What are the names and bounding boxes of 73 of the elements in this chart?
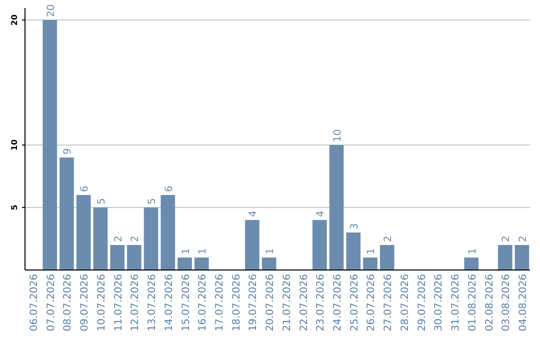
x-tick-label: 17.07.2026 xyxy=(214,274,226,332)
bar xyxy=(498,245,512,270)
data-label: 10 xyxy=(332,129,344,142)
data-label: 20 xyxy=(46,4,57,17)
x-tick-label: 29.07.2026 xyxy=(416,274,428,332)
x-tick-label: 27.07.2026 xyxy=(383,274,394,332)
x-tick-label: 31.07.2026 xyxy=(450,274,462,332)
bar xyxy=(262,258,276,270)
bar xyxy=(194,258,209,270)
x-tick-label: 02.08.2026 xyxy=(484,274,496,332)
x-tick-label: 07.07.2026 xyxy=(46,274,57,332)
bar xyxy=(312,220,327,270)
x-tick-label: 08.07.2026 xyxy=(62,274,74,332)
x-tick-label: 24.07.2026 xyxy=(332,274,344,332)
y-tick-label: 5 xyxy=(10,204,19,210)
bar xyxy=(245,220,260,270)
x-tick-label: 11.07.2026 xyxy=(113,274,124,332)
x-tick-label: 01.08.2026 xyxy=(467,274,478,332)
x-tick-label: 19.07.2026 xyxy=(248,274,260,332)
x-tick-label: 30.07.2026 xyxy=(434,274,445,332)
x-tick-label: 23.07.2026 xyxy=(316,274,327,332)
data-label: 1 xyxy=(467,248,478,254)
x-tick-label: 15.07.2026 xyxy=(180,274,192,332)
x-tick-label: 25.07.2026 xyxy=(349,274,360,332)
bar xyxy=(127,245,142,270)
y-tick-label: 20 xyxy=(10,14,19,26)
bar xyxy=(329,145,344,270)
x-tick-label: 22.07.2026 xyxy=(298,274,310,332)
data-label: 3 xyxy=(349,223,360,230)
bar xyxy=(60,158,74,270)
x-tick-label: 04.08.2026 xyxy=(518,274,529,332)
x-tick-label: 26.07.2026 xyxy=(366,274,378,332)
data-label: 4 xyxy=(248,210,260,217)
x-tick-label: 14.07.2026 xyxy=(164,274,175,332)
bar xyxy=(178,258,192,270)
x-tick-label: 20.07.2026 xyxy=(265,274,276,332)
bar xyxy=(363,258,378,270)
data-label: 2 xyxy=(113,236,124,242)
x-tick-label: 03.08.2026 xyxy=(501,274,512,332)
x-tick-label: 21.07.2026 xyxy=(282,274,293,332)
x-tick-label: 06.07.2026 xyxy=(29,274,40,332)
bar xyxy=(160,195,176,270)
x-tick-label: 18.07.2026 xyxy=(231,274,242,332)
bar xyxy=(464,258,479,270)
x-tick-label: 09.07.2026 xyxy=(80,274,91,332)
data-label: 2 xyxy=(383,236,394,242)
bar xyxy=(110,245,124,270)
data-label: 6 xyxy=(80,186,91,192)
data-label: 1 xyxy=(366,248,378,254)
data-label: 5 xyxy=(96,198,108,204)
bar xyxy=(76,195,91,270)
x-tick-label: 13.07.2026 xyxy=(147,274,158,332)
data-label: 2 xyxy=(501,236,512,242)
bar xyxy=(380,245,394,270)
bar xyxy=(514,245,530,270)
data-label: 6 xyxy=(164,186,175,192)
data-label: 9 xyxy=(62,148,74,154)
bar xyxy=(42,20,58,270)
data-label: 2 xyxy=(518,236,529,242)
data-label: 1 xyxy=(180,248,192,254)
bar xyxy=(144,208,158,270)
x-tick-label: 12.07.2026 xyxy=(130,274,142,332)
data-label: 1 xyxy=(198,248,209,254)
x-tick-label: 28.07.2026 xyxy=(400,274,411,332)
x-tick-label: 16.07.2026 xyxy=(198,274,209,332)
data-label: 5 xyxy=(147,198,158,204)
data-label: 4 xyxy=(316,210,327,217)
x-tick-label: 10.07.2026 xyxy=(96,274,108,332)
bar xyxy=(93,208,108,270)
data-label: 2 xyxy=(130,236,142,242)
bar xyxy=(346,232,361,270)
data-label: 1 xyxy=(265,248,276,254)
y-tick-label: 10 xyxy=(10,139,19,151)
